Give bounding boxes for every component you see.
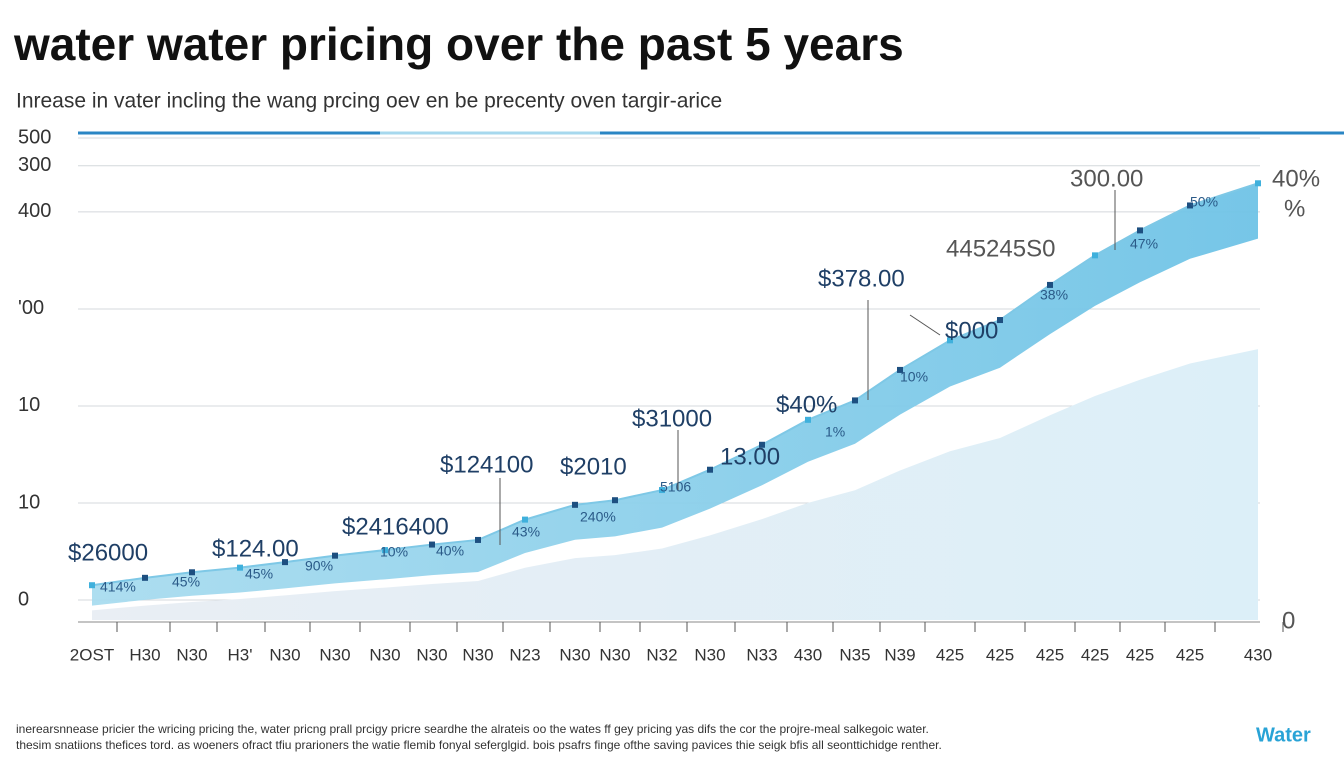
point (659, 487, 665, 494)
x-tick-label: N30 (176, 645, 207, 664)
point (707, 466, 713, 473)
x-tick-label: 430 (794, 645, 822, 664)
x-tick-label: H30 (129, 645, 160, 664)
point (1255, 180, 1261, 187)
annotation: $000 (945, 317, 998, 344)
point (1092, 252, 1098, 259)
x-tick-label: 425 (1126, 645, 1154, 664)
annotation: 45% (172, 574, 200, 590)
annotation: 10% (380, 544, 408, 560)
annotation: 414% (100, 579, 136, 595)
annotation: 10% (900, 369, 928, 385)
point (89, 582, 95, 589)
x-tick-label: N30 (462, 645, 493, 664)
area-base (92, 349, 1258, 620)
annotation: 47% (1130, 236, 1158, 252)
annotation: % (1284, 195, 1305, 222)
point (852, 397, 858, 404)
point (475, 536, 481, 543)
x-tick-label: N30 (369, 645, 400, 664)
annotation: $26000 (68, 539, 148, 566)
annotation: 38% (1040, 287, 1068, 303)
chart-subtitle: Inrease in vater incling the wang prcing… (16, 90, 722, 113)
point (237, 564, 243, 571)
x-tick-label: 430 (1244, 645, 1272, 664)
y-tick-label: 400 (18, 200, 51, 222)
x-tick-label: N35 (839, 645, 870, 664)
point (1137, 227, 1143, 234)
point (897, 366, 903, 373)
area (92, 183, 1258, 606)
annotation: 43% (512, 524, 540, 540)
point (382, 547, 388, 554)
annotation: 300.00 (1070, 165, 1143, 192)
annotation: $40% (776, 391, 837, 418)
x-tick-label: N33 (746, 645, 777, 664)
brand: Water (1256, 724, 1311, 746)
annotation: 13.00 (720, 443, 780, 470)
y-tick-label: 0 (18, 588, 29, 610)
y-tick-label: 10 (18, 394, 40, 416)
x-tick-label: N23 (509, 645, 540, 664)
annotation: 45% (245, 566, 273, 582)
x-tick-label: N30 (416, 645, 447, 664)
point (282, 559, 288, 566)
footer-line: inerearsnnease pricier the wricing prici… (16, 722, 929, 736)
point (189, 569, 195, 576)
annotation: 90% (305, 558, 333, 574)
x-tick-label: 425 (1176, 645, 1204, 664)
point (522, 516, 528, 523)
x-tick-label: H3' (228, 645, 253, 664)
x-tick-label: 425 (936, 645, 964, 664)
x-tick-label: N30 (599, 645, 630, 664)
annotation: $2010 (560, 453, 627, 480)
leader-line (909, 314, 941, 336)
x-tick-label: 2OST (70, 645, 114, 664)
annotation: $2416400 (342, 513, 449, 540)
point (142, 574, 148, 581)
footer-line: thesim snatiions thefices tord. as woene… (16, 738, 942, 752)
x-tick-label: N39 (884, 645, 915, 664)
point (1047, 281, 1053, 288)
annotation: 40% (436, 543, 464, 559)
y-tick-label: '00 (18, 297, 44, 319)
point (1187, 202, 1193, 209)
annotation: 0 (1282, 607, 1295, 634)
point (759, 441, 765, 448)
x-tick-label: N30 (559, 645, 590, 664)
x-tick-label: N30 (694, 645, 725, 664)
annotation: 1% (825, 424, 845, 440)
annotation: 40% (1272, 165, 1320, 192)
x-tick-label: N32 (646, 645, 677, 664)
point (429, 541, 435, 548)
chart-title: water water pricing over the past 5 year… (13, 18, 904, 70)
x-tick-label: 425 (1036, 645, 1064, 664)
annotation: $124100 (440, 451, 533, 478)
point (572, 501, 578, 508)
x-tick-label: N30 (269, 645, 300, 664)
y-tick-label: 300 (18, 154, 51, 176)
x-tick-label: 425 (986, 645, 1014, 664)
point (947, 337, 953, 344)
x-tick-label: N30 (319, 645, 350, 664)
annotation: $31000 (632, 405, 712, 432)
annotation: 445245S0 (946, 235, 1055, 262)
point (612, 497, 618, 504)
annotation: $124.00 (212, 535, 299, 562)
annotation: 5106 (660, 479, 691, 495)
point (332, 552, 338, 559)
y-tick-label: 500 (18, 126, 51, 148)
annotation: $378.00 (818, 265, 905, 292)
x-tick-label: 425 (1081, 645, 1109, 664)
annotation: 240% (580, 509, 616, 525)
annotation: 50% (1190, 194, 1218, 210)
point (997, 317, 1003, 324)
point (805, 416, 811, 423)
y-tick-label: 10 (18, 491, 40, 513)
